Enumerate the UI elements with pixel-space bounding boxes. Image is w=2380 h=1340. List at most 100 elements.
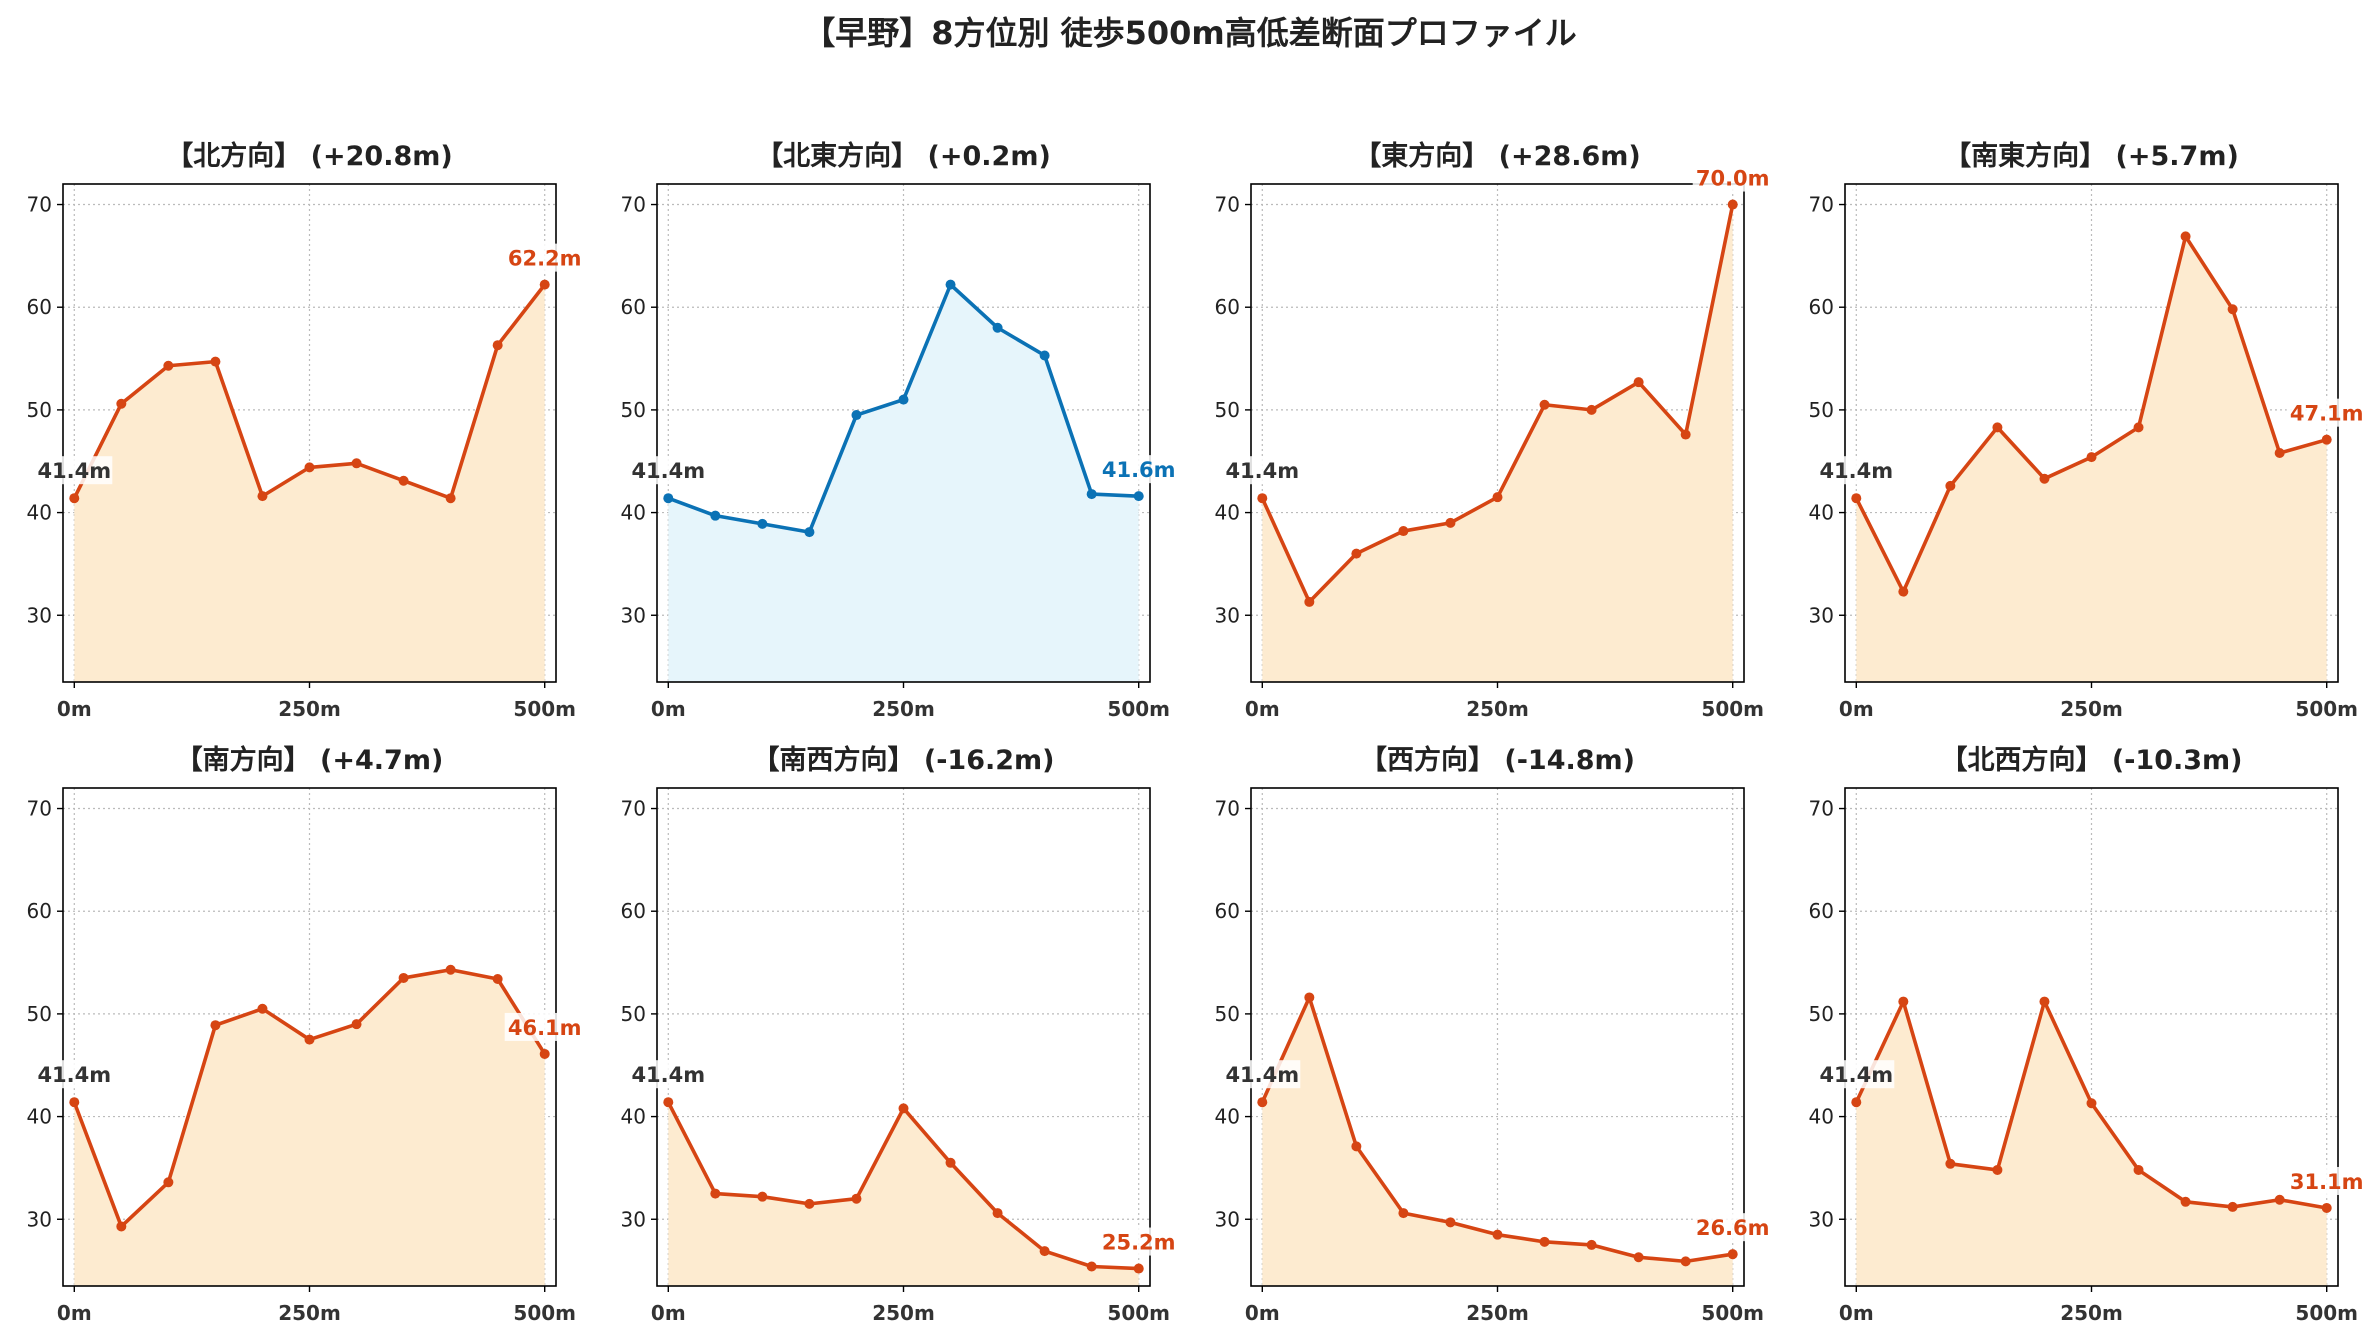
data-point (1398, 526, 1409, 537)
x-tick-label: 500m (1107, 1301, 1170, 1325)
data-point (945, 279, 956, 290)
data-point (2133, 422, 2144, 433)
y-tick-label: 70 (27, 193, 52, 217)
y-tick-label: 70 (1809, 797, 1834, 821)
data-point (257, 491, 268, 502)
end-label: 41.6m (1102, 458, 1176, 482)
panel-title: 【南東方向】 (+5.7m) (1944, 140, 2239, 172)
end-label-bg (1692, 163, 1773, 192)
panel-title: 【南西方向】 (-16.2m) (752, 744, 1054, 776)
data-point (492, 340, 503, 351)
data-point (1727, 199, 1738, 210)
panel-1: 【北方向】 (+20.8m) 30 40 50 60 70 0m 250m 500m 41.4m 6… (27, 140, 585, 721)
data-point (1257, 1097, 1268, 1108)
start-label-bg (36, 456, 113, 485)
x-tick-label: 500m (1107, 697, 1170, 721)
data-point (710, 1188, 721, 1199)
y-tick-label: 60 (1215, 295, 1240, 319)
y-tick-label: 40 (621, 501, 646, 525)
data-point (492, 973, 503, 984)
data-point (663, 493, 674, 504)
data-point (69, 1097, 80, 1108)
x-tick-label: 500m (1701, 1301, 1764, 1325)
data-point (1304, 596, 1315, 607)
data-point (2039, 473, 2050, 484)
data-point (351, 1019, 362, 1030)
y-tick-label: 50 (1809, 1002, 1834, 1026)
y-tick-label: 40 (27, 501, 52, 525)
end-label-bg (1692, 1213, 1773, 1242)
y-tick-label: 30 (1809, 1207, 1834, 1231)
data-point (2321, 1202, 2332, 1213)
y-tick-label: 60 (27, 899, 52, 923)
data-point (1351, 548, 1362, 559)
data-point (257, 1003, 268, 1014)
start-label: 41.4m (37, 1063, 111, 1087)
data-point (1539, 1236, 1550, 1247)
data-point (539, 1048, 550, 1059)
area-fill (74, 284, 545, 682)
x-tick-label: 250m (872, 1301, 935, 1325)
data-point (2227, 1201, 2238, 1212)
y-tick-label: 50 (1809, 398, 1834, 422)
panel-title: 【南方向】 (+4.7m) (176, 744, 444, 776)
data-point (2321, 434, 2332, 445)
end-label: 62.2m (508, 247, 582, 271)
x-tick-label: 250m (1466, 697, 1529, 721)
area-fill (1262, 997, 1733, 1286)
data-point (804, 527, 815, 538)
x-tick-label: 0m (1245, 697, 1280, 721)
data-point (351, 458, 362, 469)
x-tick-label: 250m (278, 697, 341, 721)
data-point (163, 1177, 174, 1188)
x-tick-label: 500m (2295, 697, 2358, 721)
data-point (2274, 1194, 2285, 1205)
x-tick-label: 500m (1701, 697, 1764, 721)
y-tick-label: 50 (27, 398, 52, 422)
y-tick-label: 40 (1215, 1105, 1240, 1129)
y-tick-label: 30 (621, 603, 646, 627)
panel-title: 【北方向】 (+20.8m) (166, 140, 452, 172)
y-tick-label: 40 (1215, 501, 1240, 525)
panel-title: 【西方向】 (-14.8m) (1360, 744, 1635, 776)
start-label: 41.4m (1819, 1063, 1893, 1087)
y-tick-label: 30 (27, 603, 52, 627)
data-point (710, 510, 721, 521)
area-fill (668, 284, 1139, 682)
x-tick-label: 500m (2295, 1301, 2358, 1325)
y-tick-label: 70 (621, 797, 646, 821)
data-point (1586, 1239, 1597, 1250)
y-tick-label: 50 (621, 1002, 646, 1026)
end-label: 25.2m (1102, 1231, 1176, 1255)
panel-2: 【北東方向】 (+0.2m) 30 40 50 60 70 0m 250m 500m 41.4m 4… (621, 140, 1179, 721)
data-point (2086, 452, 2097, 463)
data-point (1039, 350, 1050, 361)
data-point (1586, 404, 1597, 415)
data-point (804, 1198, 815, 1209)
start-label-bg (1224, 456, 1301, 485)
data-point (1492, 492, 1503, 503)
end-label-bg (1098, 1227, 1179, 1256)
data-point (1727, 1249, 1738, 1260)
panel-3: 【東方向】 (+28.6m) 30 40 50 60 70 0m 250m 500m 41.4m 7… (1215, 140, 1773, 721)
start-label-bg (630, 1060, 707, 1089)
data-point (1851, 1097, 1862, 1108)
data-point (1257, 493, 1268, 504)
data-point (1304, 992, 1315, 1003)
y-tick-label: 50 (27, 1002, 52, 1026)
data-point (663, 1097, 674, 1108)
y-tick-label: 70 (1809, 193, 1834, 217)
start-label: 41.4m (37, 459, 111, 483)
data-point (1039, 1246, 1050, 1257)
end-label: 26.6m (1696, 1216, 1770, 1240)
area-fill (74, 969, 545, 1286)
data-point (304, 1034, 315, 1045)
end-label-bg (504, 243, 585, 272)
y-tick-label: 30 (1215, 1207, 1240, 1231)
data-point (851, 410, 862, 421)
x-tick-label: 0m (1839, 697, 1874, 721)
data-point (898, 394, 909, 405)
area-fill (1856, 1001, 2327, 1286)
